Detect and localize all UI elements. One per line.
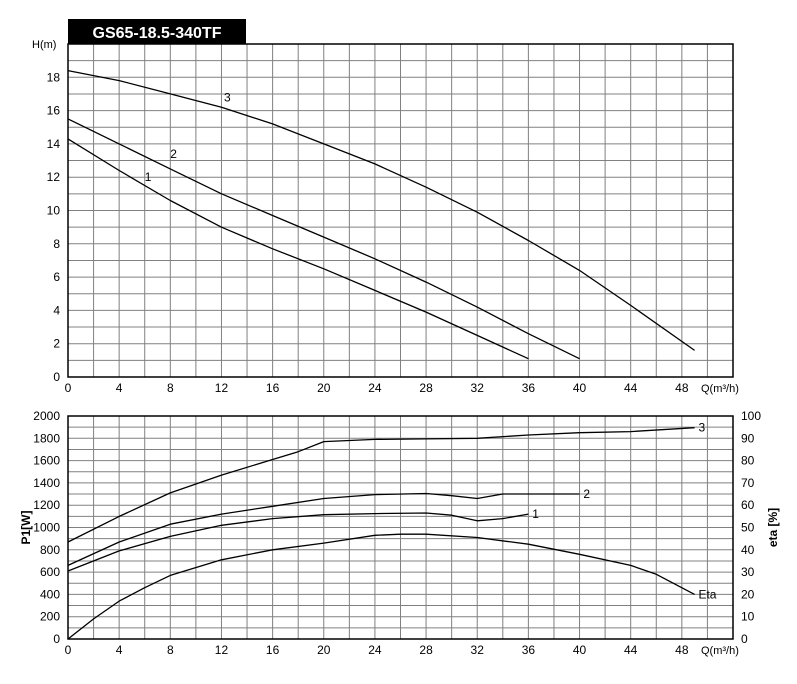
c0-x-tick-label: 24 <box>368 381 382 395</box>
c0-x-tick-label: 8 <box>167 381 174 395</box>
c0-x-tick-label: 32 <box>471 381 485 395</box>
title-box <box>68 19 246 44</box>
c0-y-tick-label: 4 <box>53 303 60 317</box>
c0-y-tick-label: 10 <box>47 204 61 218</box>
c1-x-tick-label: 0 <box>65 643 72 657</box>
c1-x-axis-title: Q(m³/h) <box>701 645 739 657</box>
c1-y2-tick-label: 50 <box>741 521 755 535</box>
power-efficiency-chart: 0 4 8 12 16 20 24 28 32 36 40 44 48 Q(m³/h)0200400600… <box>19 409 780 657</box>
c1-y2-tick-label: 10 <box>741 610 755 624</box>
c0-x-tick-label: 20 <box>317 381 331 395</box>
c1-curve-label: 3 <box>698 421 705 435</box>
c0-y-tick-label: 16 <box>47 104 61 118</box>
c1-curve-label: 2 <box>583 487 590 501</box>
c1-series-Eta-line <box>67 533 695 640</box>
c1-y2-axis-title: eta [%] <box>766 508 780 547</box>
c1-x-tick-label: 48 <box>675 643 689 657</box>
c0-x-tick-label: 36 <box>522 381 536 395</box>
c1-x-tick-label: 40 <box>573 643 587 657</box>
c0-x-tick-label: 16 <box>266 381 280 395</box>
c0-x-tick-label: 44 <box>624 381 638 395</box>
c1-y-tick-label: 200 <box>40 610 60 624</box>
c1-y-tick-label: 1200 <box>33 498 60 512</box>
c0-curve-label: 3 <box>224 90 231 104</box>
c0-y-axis-title: H(m) <box>32 39 56 51</box>
c1-y-tick-label: 800 <box>40 543 60 557</box>
c1-y2-tick-label: 20 <box>741 587 755 601</box>
c1-x-tick-label: 8 <box>167 643 174 657</box>
c0-x-tick-label: 48 <box>675 381 689 395</box>
c1-x-tick-label: 4 <box>116 643 123 657</box>
c1-series-1-line <box>67 512 529 572</box>
c1-x-tick-label: 28 <box>419 643 433 657</box>
c0-series-2-line <box>67 118 580 360</box>
c0-series-3-line <box>67 69 695 351</box>
c1-x-tick-label: 16 <box>266 643 280 657</box>
c0-y-tick-label: 8 <box>53 237 60 251</box>
c0-curve-label: 2 <box>170 147 177 161</box>
c1-x-tick-label: 12 <box>215 643 229 657</box>
c1-y-tick-label: 0 <box>53 632 60 646</box>
c1-y-tick-label: 2000 <box>33 409 60 423</box>
c1-y2-tick-label: 60 <box>741 498 755 512</box>
c1-y2-tick-label: 40 <box>741 543 755 557</box>
c0-y-tick-label: 6 <box>53 270 60 284</box>
c1-y-tick-label: 1400 <box>33 476 60 490</box>
c1-x-tick-label: 24 <box>368 643 382 657</box>
c1-y-tick-label: 1600 <box>33 454 60 468</box>
c0-x-axis-title: Q(m³/h) <box>701 383 739 395</box>
c0-x-tick-label: 12 <box>215 381 229 395</box>
c1-curve-label: Eta <box>698 587 716 601</box>
c0-y-tick-label: 14 <box>47 137 61 151</box>
c1-y-axis-title: P1[W] <box>19 511 33 545</box>
c1-x-tick-label: 36 <box>522 643 536 657</box>
c0-y-tick-label: 12 <box>47 170 61 184</box>
c1-series-2-line <box>67 492 580 566</box>
c1-y2-tick-label: 30 <box>741 565 755 579</box>
c0-y-tick-label: 18 <box>47 70 61 84</box>
c1-y-tick-label: 1800 <box>33 431 60 445</box>
c1-y2-tick-label: 80 <box>741 454 755 468</box>
c1-y-tick-label: 1000 <box>33 521 60 535</box>
c0-y-tick-label: 0 <box>53 370 60 384</box>
c1-x-tick-label: 32 <box>471 643 485 657</box>
head-chart: 0 4 8 12 16 20 24 28 32 36 40 44 48 Q(m³/h)0246810121… <box>32 39 739 395</box>
c0-plot-frame <box>67 43 734 378</box>
c1-series-3-line <box>67 427 695 543</box>
c0-x-tick-label: 28 <box>419 381 433 395</box>
c0-y-tick-label: 2 <box>53 337 60 351</box>
c1-y2-tick-label: 90 <box>741 431 755 445</box>
c0-x-tick-label: 0 <box>65 381 72 395</box>
c1-y2-tick-label: 0 <box>741 632 748 646</box>
c1-x-tick-label: 44 <box>624 643 638 657</box>
c1-plot-frame <box>67 415 734 640</box>
c1-y2-tick-label: 70 <box>741 476 755 490</box>
c0-x-tick-label: 40 <box>573 381 587 395</box>
c0-x-tick-label: 4 <box>116 381 123 395</box>
c0-curve-label: 1 <box>145 170 152 184</box>
c1-y2-tick-label: 100 <box>741 409 761 423</box>
c1-y-tick-label: 600 <box>40 565 60 579</box>
c1-x-tick-label: 20 <box>317 643 331 657</box>
c1-curve-label: 1 <box>532 507 539 521</box>
chart-title: GS65-18.5-340TF <box>93 25 222 42</box>
c0-series-1-line <box>67 138 529 360</box>
c1-y-tick-label: 400 <box>40 587 60 601</box>
